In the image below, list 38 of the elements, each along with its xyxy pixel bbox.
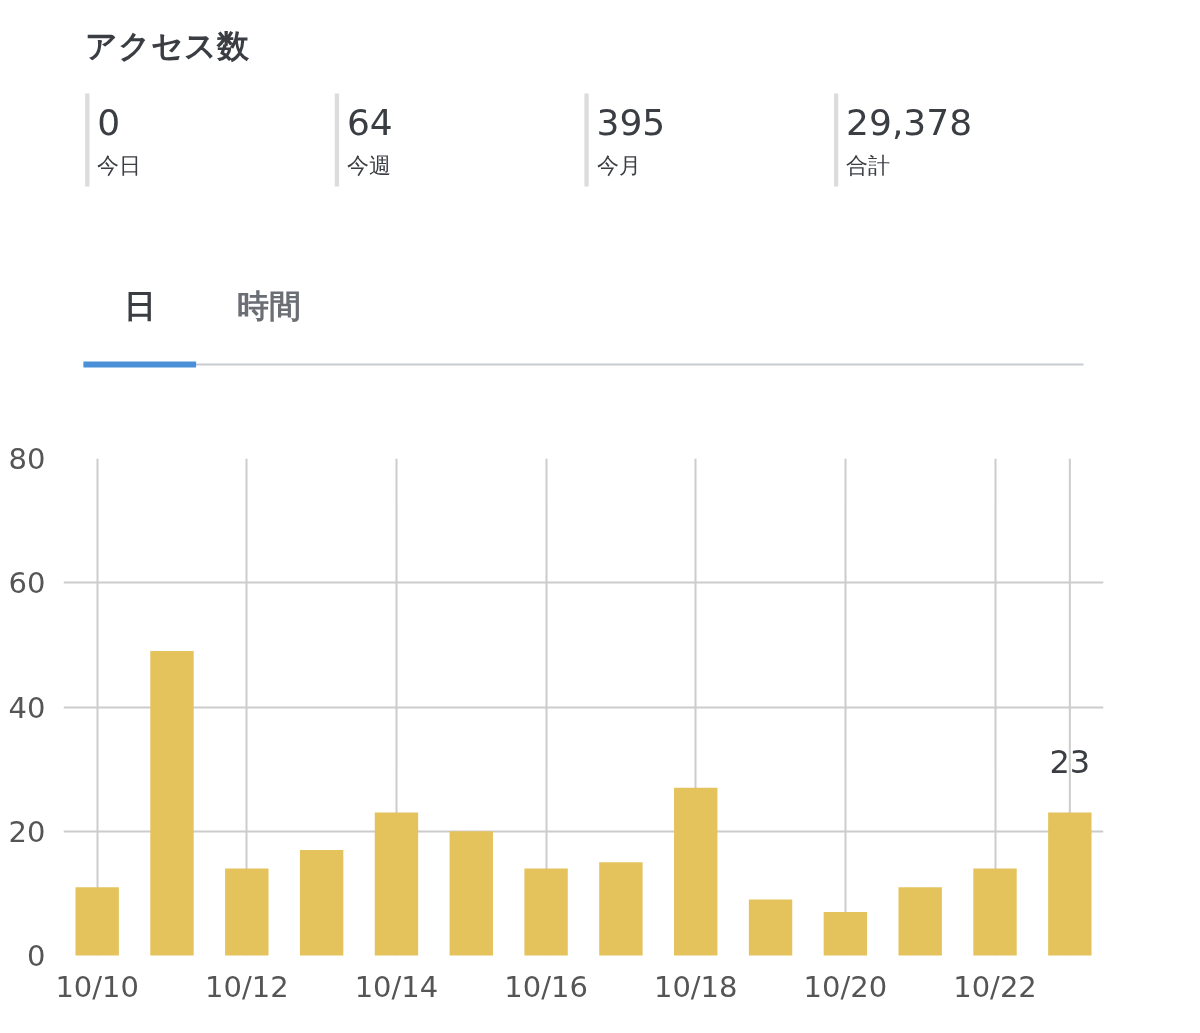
x-tick-label: 10/16 xyxy=(504,969,588,1004)
bar xyxy=(374,812,419,956)
y-tick-label: 0 xyxy=(27,939,46,973)
data-label: 395 xyxy=(596,101,666,143)
bar xyxy=(748,899,793,956)
data-label: 0 xyxy=(97,101,121,143)
bar xyxy=(150,651,194,956)
category-label: 今月 xyxy=(596,153,641,178)
x-tick-label: 10/10 xyxy=(55,969,139,1004)
data-label: 23 xyxy=(1049,742,1091,781)
bar xyxy=(1048,812,1092,956)
bar xyxy=(674,787,718,956)
bar xyxy=(599,862,643,956)
bar xyxy=(449,831,493,956)
category-label: 今週 xyxy=(346,153,391,178)
text: 日 xyxy=(123,286,156,325)
x-tick-label: 10/14 xyxy=(354,969,439,1004)
category-label: 今日 xyxy=(97,153,142,178)
y-tick-label: 40 xyxy=(8,690,46,725)
text: 時間 xyxy=(236,286,301,325)
data-label: 64 xyxy=(346,101,393,143)
x-tick-label: 10/18 xyxy=(653,969,738,1004)
x-tick-label: 10/22 xyxy=(953,969,1037,1004)
y-tick-label: 80 xyxy=(8,442,46,476)
text: アクセス数 xyxy=(85,26,251,65)
category-label: 合計 xyxy=(846,153,891,178)
bar xyxy=(898,887,942,956)
x-tick-label: 10/20 xyxy=(803,969,888,1004)
x-tick-label: 10/12 xyxy=(205,969,289,1004)
bar xyxy=(75,887,119,956)
bar xyxy=(973,868,1017,956)
bar xyxy=(225,868,269,956)
y-tick-label: 20 xyxy=(8,814,46,849)
y-tick-label: 60 xyxy=(8,566,46,601)
data-label: 29,378 xyxy=(846,101,973,143)
bar xyxy=(299,849,344,956)
bar xyxy=(823,912,868,956)
bar xyxy=(524,868,568,956)
